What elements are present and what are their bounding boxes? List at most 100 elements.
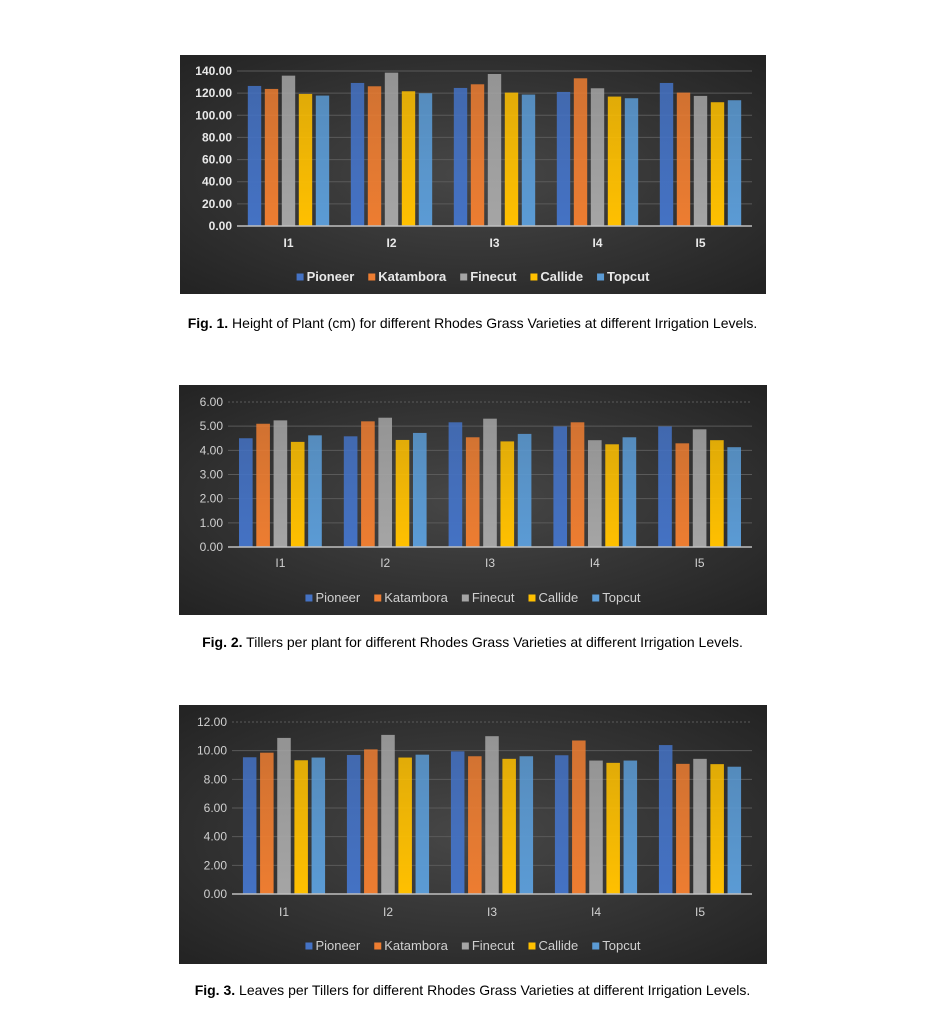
bar-finecut-i2 bbox=[381, 734, 395, 894]
y-tick-label: 5.00 bbox=[200, 419, 224, 433]
legend-swatch bbox=[597, 273, 605, 281]
legend-label: Callide bbox=[538, 590, 578, 605]
legend-swatch bbox=[305, 594, 313, 602]
legend-swatch bbox=[374, 942, 382, 950]
x-tick-label: I1 bbox=[279, 905, 289, 919]
y-tick-label: 40.00 bbox=[202, 175, 232, 189]
bar-topcut-i1 bbox=[311, 757, 326, 894]
legend-label: Callide bbox=[538, 938, 578, 953]
y-tick-label: 60.00 bbox=[202, 153, 232, 167]
legend-label: Pioneer bbox=[307, 269, 355, 284]
bar-topcut-i1 bbox=[308, 435, 322, 547]
caption-text: Leaves per Tillers for different Rhodes … bbox=[235, 982, 751, 998]
caption-label: Fig. 3. bbox=[194, 982, 236, 998]
x-tick-label: I4 bbox=[592, 236, 602, 250]
legend: Pioneer Katambora Finecut Callide Topcut bbox=[305, 938, 641, 953]
bar-callide-i1 bbox=[298, 93, 313, 226]
legend-label: Finecut bbox=[470, 269, 517, 284]
legend-label: Finecut bbox=[472, 590, 515, 605]
x-tick-label: I1 bbox=[283, 236, 293, 250]
bar-katambora-i2 bbox=[361, 421, 375, 547]
bar-pioneer-i1 bbox=[247, 85, 262, 226]
legend-swatch bbox=[530, 273, 538, 281]
y-tick-label: 4.00 bbox=[204, 830, 228, 844]
bar-pioneer-i5 bbox=[658, 745, 673, 894]
bar-pioneer-i2 bbox=[343, 436, 358, 547]
bar-pioneer-i4 bbox=[553, 426, 568, 547]
legend-label: Katambora bbox=[384, 938, 448, 953]
legend: Pioneer Katambora Finecut Callide Topcut bbox=[296, 269, 650, 284]
bar-finecut-i1 bbox=[277, 737, 291, 894]
bar-finecut-i4 bbox=[589, 760, 603, 894]
bar-katambora-i2 bbox=[367, 86, 382, 227]
bar-katambora-i2 bbox=[364, 749, 378, 894]
y-tick-label: 6.00 bbox=[204, 801, 228, 815]
bar-topcut-i2 bbox=[412, 432, 427, 547]
bar-topcut-i2 bbox=[418, 93, 433, 226]
bar-topcut-i3 bbox=[517, 433, 532, 547]
bar-pioneer-i4 bbox=[554, 755, 569, 894]
caption-label: Fig. 1. bbox=[187, 315, 229, 331]
y-tick-label: 0.00 bbox=[204, 887, 228, 901]
bar-finecut-i3 bbox=[483, 418, 497, 547]
bar-topcut-i3 bbox=[519, 756, 534, 894]
legend-label: Katambora bbox=[378, 269, 447, 284]
legend-swatch bbox=[461, 594, 469, 602]
chart-plant-height: 0.00 20.00 40.00 60.00 80.00 100.00 120.00 140.… bbox=[180, 55, 766, 294]
x-tick-label: I2 bbox=[380, 556, 390, 570]
legend-label: Pioneer bbox=[315, 938, 360, 953]
bar-callide-i5 bbox=[710, 764, 724, 894]
x-tick-label: I5 bbox=[695, 236, 705, 250]
bar-pioneer-i2 bbox=[350, 82, 365, 226]
y-tick-label: 12.00 bbox=[197, 715, 227, 729]
legend-label: Topcut bbox=[602, 590, 641, 605]
bar-callide-i5 bbox=[710, 102, 725, 226]
bar-callide-i3 bbox=[502, 758, 516, 894]
bar-pioneer-i3 bbox=[453, 87, 468, 226]
bar-pioneer-i5 bbox=[659, 82, 674, 226]
legend-label: Pioneer bbox=[315, 590, 360, 605]
x-tick-label: I4 bbox=[590, 556, 600, 570]
legend-label: Finecut bbox=[472, 938, 515, 953]
bar-finecut-i2 bbox=[384, 72, 399, 227]
bar-finecut-i4 bbox=[590, 88, 605, 226]
bar-katambora-i5 bbox=[675, 443, 690, 547]
bar-finecut-i3 bbox=[487, 73, 502, 226]
chart-leaves-per-tiller: 0.00 2.00 4.00 6.00 8.00 10.00 12.00 I1 I2 I3 I4 I5… bbox=[179, 705, 767, 964]
y-tick-label: 20.00 bbox=[202, 197, 232, 211]
bar-katambora-i1 bbox=[260, 752, 274, 894]
bar-callide-i1 bbox=[290, 441, 305, 547]
bar-katambora-i3 bbox=[470, 84, 485, 227]
bar-pioneer-i3 bbox=[450, 751, 465, 894]
y-tick-label: 2.00 bbox=[200, 492, 224, 506]
y-tick-label: 120.00 bbox=[195, 86, 232, 100]
legend-label: Topcut bbox=[607, 269, 650, 284]
bar-callide-i3 bbox=[504, 92, 519, 226]
bar-callide-i4 bbox=[606, 762, 620, 894]
x-tick-label: I2 bbox=[386, 236, 396, 250]
bar-finecut-i4 bbox=[587, 440, 602, 547]
bar-finecut-i3 bbox=[485, 736, 499, 894]
figure-caption-2: Fig. 2. Tillers per plant for different … bbox=[0, 634, 945, 650]
bar-topcut-i2 bbox=[415, 754, 430, 894]
bar-katambora-i1 bbox=[256, 423, 270, 547]
x-tick-label: I3 bbox=[487, 905, 497, 919]
bar-callide-i1 bbox=[294, 760, 308, 894]
bar-pioneer-i1 bbox=[242, 757, 257, 894]
bar-pioneer-i1 bbox=[239, 438, 253, 547]
x-tick-label: I1 bbox=[275, 556, 285, 570]
bar-pioneer-i4 bbox=[556, 91, 571, 226]
x-tick-label: I2 bbox=[383, 905, 393, 919]
bar-katambora-i4 bbox=[572, 740, 586, 894]
caption-text: Height of Plant (cm) for different Rhode… bbox=[228, 315, 758, 331]
legend-label: Callide bbox=[540, 269, 583, 284]
x-tick-label: I3 bbox=[489, 236, 499, 250]
bar-topcut-i1 bbox=[315, 95, 330, 226]
bar-pioneer-i5 bbox=[658, 426, 672, 547]
legend-swatch bbox=[528, 942, 536, 950]
x-tick-label: I4 bbox=[591, 905, 601, 919]
bar-finecut-i1 bbox=[273, 420, 288, 547]
legend-swatch bbox=[592, 594, 600, 602]
bar-pioneer-i3 bbox=[448, 422, 463, 547]
y-tick-label: 10.00 bbox=[197, 744, 227, 758]
